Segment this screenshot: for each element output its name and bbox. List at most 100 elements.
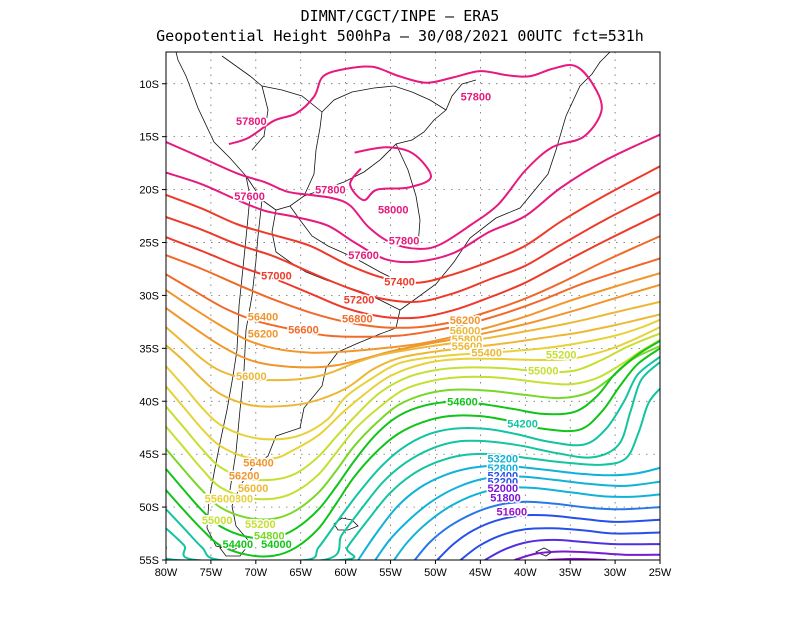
- contour-52400: [484, 538, 660, 560]
- contour-label: 57000: [261, 270, 292, 282]
- contour-label: 57600: [348, 250, 379, 262]
- border-internal-6: [251, 85, 269, 151]
- contour-label: 55600: [452, 341, 483, 353]
- contour-55600: [166, 318, 660, 441]
- contour-label: 58000: [378, 205, 409, 217]
- contour-56400: [166, 272, 660, 354]
- contour-label: 54400: [223, 539, 254, 551]
- y-tick-label: 45S: [139, 449, 159, 461]
- contour-label: 57200: [344, 295, 375, 307]
- map-background: [166, 52, 660, 560]
- y-tick-label: 10S: [139, 79, 159, 91]
- contour-label: 55200: [245, 519, 276, 531]
- x-tick-label: 50W: [424, 567, 447, 579]
- contour-label: 56400: [248, 312, 279, 324]
- contour-label: 57800: [315, 185, 346, 197]
- y-axis: 10S 15S 20S 25S 30S 35S 40S 45S 50S 55S: [139, 79, 166, 567]
- contour-53400: [374, 475, 660, 560]
- y-tick-label: 55S: [139, 555, 159, 567]
- contour-label: 56200: [248, 329, 279, 341]
- chart-title-line2: Geopotential Height 500hPa – 30/08/2021 …: [156, 27, 644, 45]
- contour-label: 56000: [450, 325, 481, 337]
- contour-layer: [166, 63, 660, 560]
- x-tick-label: 55W: [379, 567, 402, 579]
- contour-label: 55000: [202, 515, 233, 527]
- contour-label: 56200: [229, 470, 260, 482]
- contour-label-layer: 57800 57800 57800 57800 58000 57600 57600 57400…: [200, 90, 578, 553]
- contour-52800: [436, 514, 660, 560]
- contour-label: 52800: [488, 463, 519, 475]
- x-tick-label: 65W: [289, 567, 312, 579]
- contour-label: 57600: [234, 191, 265, 203]
- contour-label: 54200: [507, 418, 538, 430]
- contour-label: 56800: [342, 314, 373, 326]
- contour-label: 55400: [471, 348, 502, 360]
- contour-label: 57800: [461, 91, 492, 103]
- x-tick-label: 40W: [514, 567, 537, 579]
- contour-57400: [166, 165, 660, 284]
- island-malvinas: [333, 517, 359, 531]
- y-tick-label: 15S: [139, 132, 159, 144]
- contour-label: 54000: [261, 539, 292, 551]
- contour-55200: [166, 332, 660, 482]
- border-internal-3: [395, 143, 421, 247]
- border-internal-2: [351, 85, 447, 111]
- contour-54800: [166, 345, 660, 521]
- contour-label: 57400: [384, 277, 415, 289]
- contour-label: 56400: [243, 458, 274, 470]
- contour-label: 54600: [447, 396, 478, 408]
- y-tick-label: 35S: [139, 343, 159, 355]
- contour-label: 56000: [236, 371, 267, 383]
- contour-label: 57800: [236, 116, 267, 128]
- contour-54600: [166, 340, 660, 540]
- contour-label: 56600: [288, 324, 319, 336]
- contour-53000: [414, 500, 660, 560]
- x-axis: 80W 75W 70W 65W 60W 55W 50W 45W 40W 35W 30W 25W: [155, 560, 672, 579]
- y-tick-label: 40S: [139, 396, 159, 408]
- contour-55800: [166, 313, 660, 408]
- chart-title-line1: DIMNT/CGCT/INPE – ERA5: [300, 7, 500, 25]
- contour-label: 56000: [238, 483, 269, 495]
- contour-57200: [166, 190, 660, 303]
- contour-label: 52400: [488, 470, 519, 482]
- contour-57000: [166, 213, 660, 320]
- contour-label: 56200: [450, 315, 481, 327]
- contour-56000: [166, 300, 660, 382]
- border-brazil-west: [261, 79, 477, 211]
- x-tick-label: 25W: [649, 567, 672, 579]
- contour-label: 55600: [205, 494, 236, 506]
- contour-57800: [166, 63, 603, 250]
- x-tick-label: 70W: [245, 567, 268, 579]
- contour-54200: [166, 356, 660, 560]
- x-tick-label: 80W: [155, 567, 178, 579]
- contour-54000: [166, 361, 660, 560]
- contour-label: 57800: [389, 235, 420, 247]
- contour-label: 51600: [497, 506, 528, 518]
- contour-53200: [393, 486, 660, 560]
- x-tick-label: 75W: [200, 567, 223, 579]
- contour-label: 55800: [452, 334, 483, 346]
- contour-label: 54800: [254, 531, 285, 543]
- contour-label: 53200: [488, 453, 519, 465]
- y-tick-label: 50S: [139, 502, 159, 514]
- contour-57600: [166, 133, 660, 264]
- contour-56800: [166, 235, 660, 329]
- border-andes: [229, 175, 263, 491]
- contour-55000: [166, 339, 660, 501]
- contour-54400: [166, 347, 660, 558]
- contour-52200: [514, 550, 660, 560]
- x-tick-label: 60W: [334, 567, 357, 579]
- contour-56600: [166, 257, 660, 338]
- y-tick-label: 25S: [139, 238, 159, 250]
- x-tick-label: 30W: [604, 567, 627, 579]
- contour-55400: [166, 326, 660, 461]
- contour-label: 55000: [528, 366, 559, 378]
- x-tick-label: 45W: [469, 567, 492, 579]
- contour-53600: [357, 464, 660, 560]
- x-tick-label: 35W: [559, 567, 582, 579]
- map-frame: [165, 51, 661, 561]
- contour-label: 52200: [488, 477, 519, 489]
- contour-label: 51800: [490, 493, 521, 505]
- contour-52600: [459, 527, 660, 560]
